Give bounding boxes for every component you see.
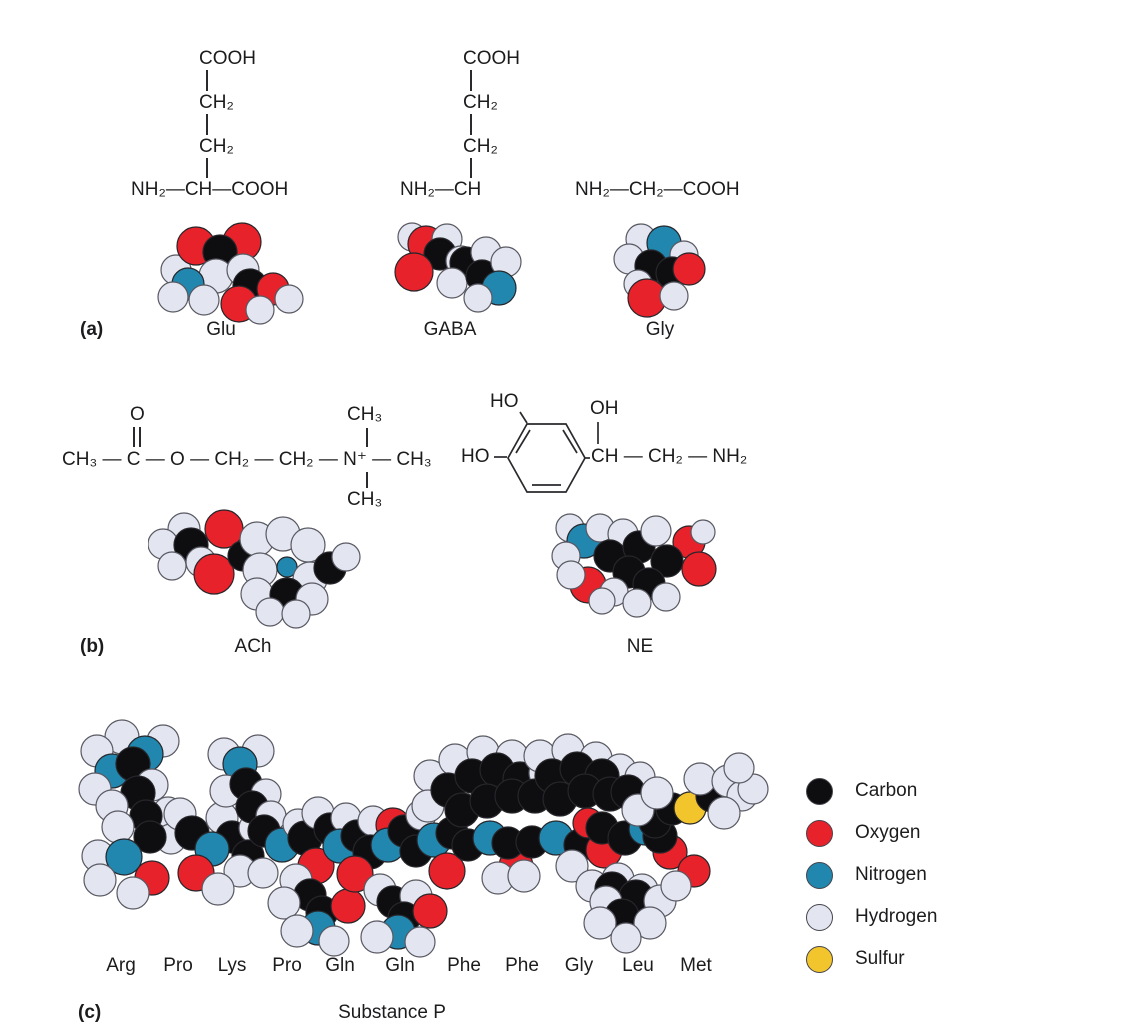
legend-label-sulfur: Sulfur (855, 948, 905, 969)
ach-n-methyl-bottom: CH₃ (347, 489, 383, 510)
legend-item-oxygen: Oxygen (806, 819, 920, 847)
glu-formula-ch2-1: CH₂ (199, 92, 234, 113)
ne-ring-diagram (494, 411, 599, 493)
residue-label-pro2: Pro (272, 955, 302, 976)
residue-label-phe2: Phe (505, 955, 539, 976)
substance-p-title: Substance P (338, 1002, 446, 1023)
gly-model (613, 223, 706, 318)
residue-label-met: Met (680, 955, 712, 976)
bond (206, 158, 208, 178)
oxygen-swatch-icon (806, 819, 833, 847)
gly-formula: NH₂—CH₂—COOH (575, 179, 740, 200)
substance-p-model (78, 719, 769, 958)
legend-item-nitrogen: Nitrogen (806, 861, 927, 889)
gaba-formula-ch2-1: CH₂ (463, 92, 498, 113)
nitrogen-swatch-icon (806, 861, 833, 889)
residue-label-gln1: Gln (325, 955, 355, 976)
sulfur-swatch-icon (806, 945, 833, 973)
ne-chain: CH — CH₂ — NH₂ (591, 446, 748, 467)
bond (470, 114, 472, 135)
bond (366, 428, 368, 447)
legend-label-carbon: Carbon (855, 780, 918, 801)
double-bond (139, 427, 141, 447)
ne-ho-left: HO (461, 446, 490, 467)
residue-label-leu: Leu (622, 955, 654, 976)
section-b-label: (b) (80, 636, 105, 657)
glu-label: Glu (206, 319, 236, 340)
ach-n-methyl-top: CH₃ (347, 404, 383, 425)
gaba-formula-ch2-2: CH₂ (463, 136, 498, 157)
gaba-label: GABA (423, 319, 477, 340)
residue-label-gly: Gly (564, 955, 594, 976)
residue-label-pro1: Pro (163, 955, 193, 976)
double-bond (133, 427, 135, 447)
legend-label-oxygen: Oxygen (855, 822, 921, 843)
legend-label-hydrogen: Hydrogen (855, 906, 938, 927)
ne-label: NE (626, 636, 654, 657)
legend-item-carbon: Carbon (806, 777, 917, 805)
ach-model (148, 509, 361, 629)
section-a-label: (a) (80, 319, 104, 340)
ne-model (551, 513, 717, 618)
glu-model (157, 222, 304, 325)
bond (206, 70, 208, 91)
residue-label-phe1: Phe (447, 955, 481, 976)
bond (366, 472, 368, 488)
glu-formula-ch2-2: CH₂ (199, 136, 234, 157)
legend-item-sulfur: Sulfur (806, 945, 905, 973)
residue-label-lys: Lys (217, 955, 247, 976)
glu-formula-base: NH₂—CH—COOH (131, 179, 289, 200)
section-c-label: (c) (78, 1002, 102, 1023)
ne-oh: OH (590, 398, 619, 419)
legend-label-nitrogen: Nitrogen (855, 864, 927, 885)
ach-carbonyl-o: O (130, 404, 145, 425)
bond (470, 70, 472, 91)
hydrogen-swatch-icon (806, 903, 833, 931)
gaba-formula-cooh: COOH (463, 48, 520, 69)
gaba-formula-base: NH₂—CH (400, 179, 482, 200)
ne-ho-top: HO (490, 391, 519, 412)
ach-formula-main: CH₃ — C — O — CH₂ — CH₂ — N⁺ — CH₃ (62, 449, 432, 470)
legend-item-hydrogen: Hydrogen (806, 903, 937, 931)
bond (470, 158, 472, 178)
bond (206, 114, 208, 135)
gly-label: Gly (645, 319, 675, 340)
carbon-swatch-icon (806, 777, 833, 805)
residue-label-arg: Arg (106, 955, 136, 976)
gaba-model (394, 222, 522, 313)
glu-formula-cooh: COOH (199, 48, 256, 69)
ach-label: ACh (234, 636, 272, 657)
residue-label-gln2: Gln (385, 955, 415, 976)
